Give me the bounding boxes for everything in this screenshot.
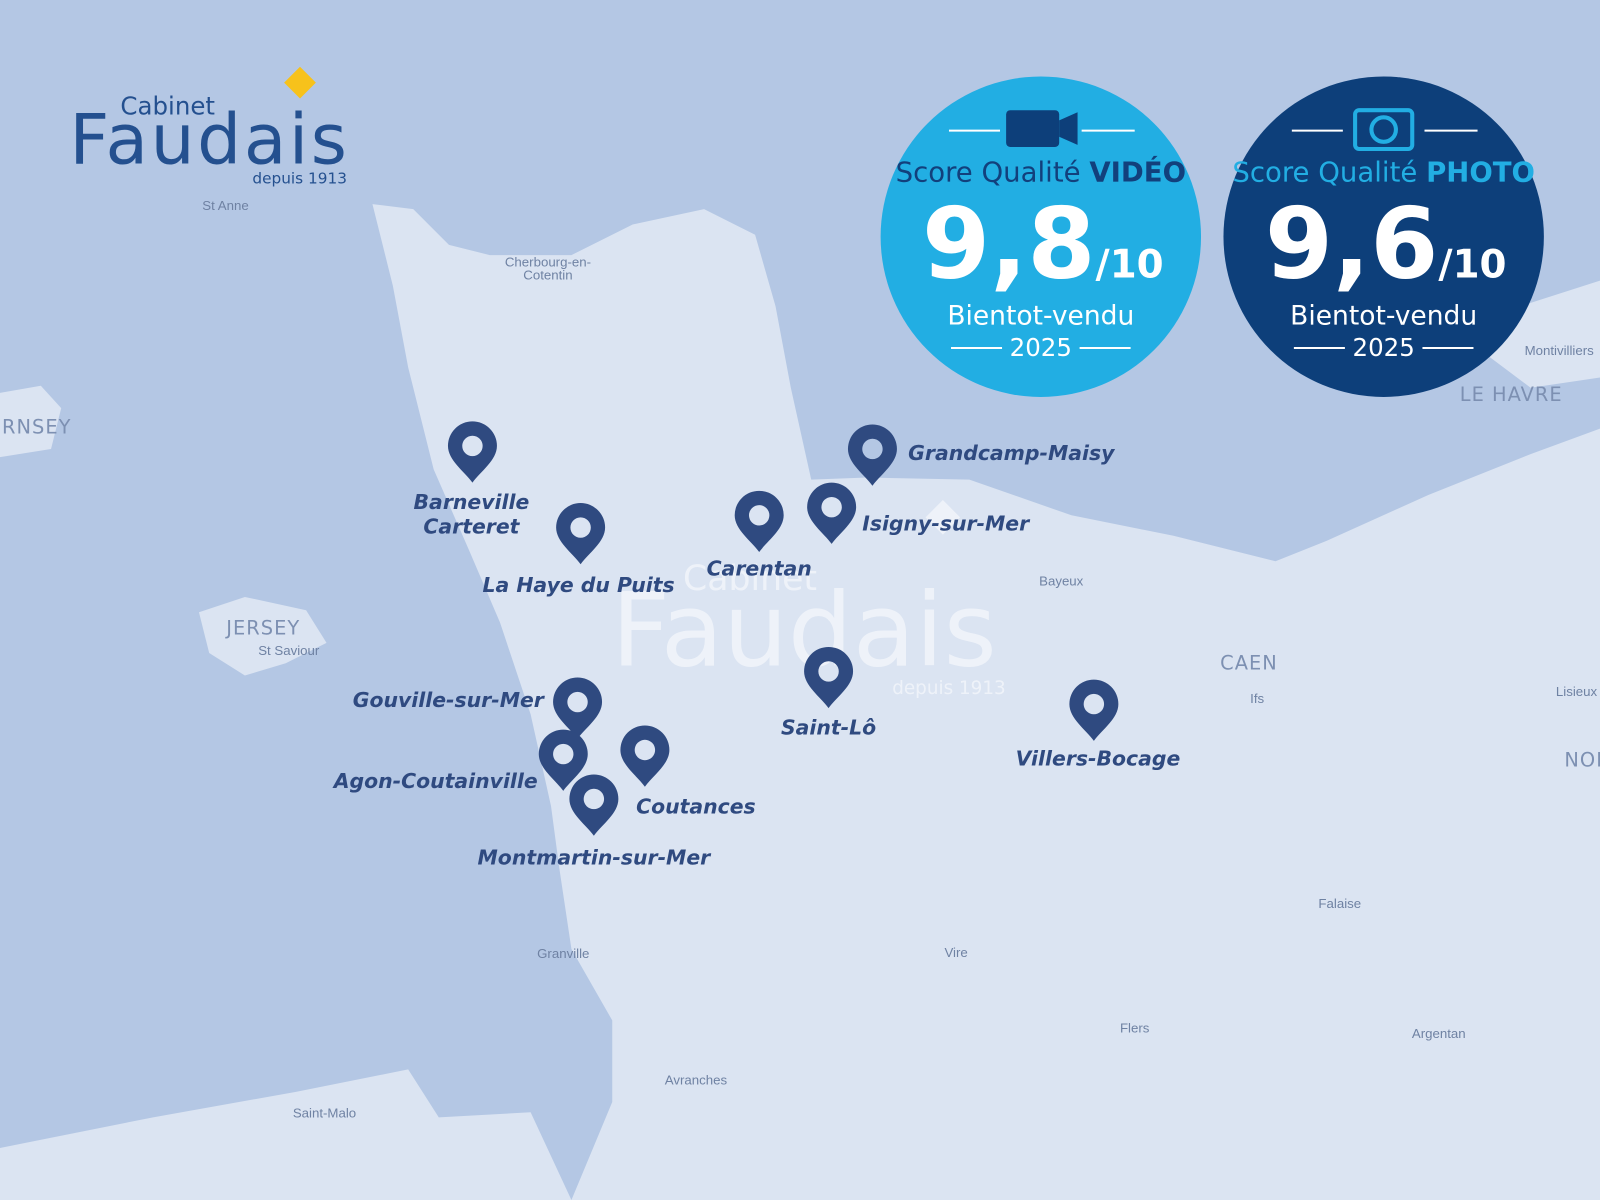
place-name: Carteret [423, 515, 520, 539]
watermark-top: Cabinet [683, 559, 817, 599]
logo-diamond [284, 66, 316, 99]
logo: Cabinet Faudais depuis 1913 [69, 66, 347, 188]
place-name: Carentan [707, 557, 812, 581]
place-name: Isigny-sur-Mer [862, 512, 1031, 536]
pin-marker [553, 677, 603, 739]
place-pin: La Haye du Puits [483, 503, 675, 597]
map-label: Montivilliers [1525, 343, 1595, 358]
pin-marker [556, 503, 606, 565]
map-labels: St Anne Cherbourg-en-Cotentin St Saviour Ba… [2, 198, 1600, 1120]
logo-top: Cabinet [120, 91, 215, 120]
pin-marker [734, 490, 784, 553]
map-label: Bayeux [1039, 574, 1084, 589]
map-label: Granville [537, 946, 589, 961]
badge-kind: VIDÉO [1089, 155, 1186, 189]
place-pin: Gouville-sur-Mer [353, 677, 603, 739]
watermark-name: Faudais [611, 571, 996, 690]
badge-year: 2025 [1353, 333, 1415, 362]
score-badge: Score Qualité VIDÉO9,8/10Bientot-vendu20… [880, 76, 1202, 397]
badge-kind: PHOTO [1426, 157, 1535, 189]
badge-circle [1223, 76, 1544, 397]
score-scale: /10 [1096, 243, 1164, 288]
place-pin: Montmartin-sur-Mer [478, 774, 713, 869]
place-name: Grandcamp-Maisy [908, 441, 1116, 465]
map-label: Flers [1120, 1021, 1150, 1036]
map-label-large: CAEN [1220, 651, 1278, 674]
badge-circle [880, 76, 1202, 397]
badge-label: Score Qualité [896, 157, 1081, 189]
badge-score: 9,8/10 [922, 188, 1164, 302]
place-name: La Haye du Puits [483, 573, 675, 597]
pin-marker [538, 729, 588, 791]
watermark-since: depuis 1913 [892, 678, 1005, 699]
map-label-large: RNSEY [2, 416, 71, 439]
land [372, 204, 1600, 1200]
badge-title: Score Qualité VIDÉO [896, 155, 1186, 189]
place-pin: Isigny-sur-Mer [807, 482, 1031, 544]
watermark-diamond [925, 500, 961, 535]
place-pin: Agon-Coutainville [332, 729, 588, 793]
map-label: St Saviour [258, 643, 320, 658]
badge-score: 9,6/10 [1265, 188, 1507, 302]
map-label: Argentan [1412, 1026, 1466, 1041]
pin-marker [804, 646, 854, 709]
map-label: Vire [944, 945, 967, 960]
place-pin: Carentan [707, 490, 812, 581]
badges: Score Qualité VIDÉO9,8/10Bientot-vendu20… [880, 76, 1544, 397]
badge-label: Score Qualité [1232, 157, 1417, 189]
pin-marker [447, 421, 497, 483]
place-pin: Villers-Bocage [1016, 679, 1181, 770]
badge-brand: Bientot-vendu [947, 300, 1134, 331]
jersey [198, 596, 327, 676]
map-label: Cotentin [523, 268, 572, 283]
place-name: Montmartin-sur-Mer [478, 845, 713, 869]
land-brittany [0, 1069, 572, 1200]
watermark: Cabinet Faudais depuis 1913 [611, 500, 1006, 699]
badge-title: Score Qualité PHOTO [1232, 157, 1535, 189]
logo-since: depuis 1913 [252, 170, 347, 188]
map-label-large: LE HAVRE [1460, 383, 1563, 406]
video-icon [1059, 112, 1078, 145]
place-name: Saint-Lô [781, 716, 876, 740]
map-label-large: JERSEY [225, 617, 300, 640]
video-icon [1006, 110, 1060, 147]
map-label: Falaise [1318, 896, 1361, 911]
map-label: Cherbourg-en- [505, 254, 591, 269]
photo-icon [1369, 115, 1398, 144]
pin-marker [807, 482, 857, 544]
pin-marker [620, 725, 670, 787]
place-name: Barneville [414, 490, 530, 514]
logo-name: Faudais [69, 100, 347, 180]
place-name: Gouville-sur-Mer [353, 688, 546, 712]
photo-icon [1353, 108, 1415, 152]
place-pin: Grandcamp-Maisy [847, 424, 1116, 486]
score-scale: /10 [1438, 243, 1506, 288]
badge-brand: Bientot-vendu [1290, 300, 1477, 331]
score-value: 9,6 [1265, 188, 1439, 302]
map-label-large: NOI [1564, 748, 1600, 771]
map-label: Lisieux [1556, 684, 1598, 699]
pin-marker [569, 774, 619, 836]
guernsey [0, 385, 62, 458]
place-pin: Coutances [620, 725, 756, 818]
pin-marker [1069, 679, 1119, 741]
place-name: Villers-Bocage [1016, 746, 1181, 770]
land-le-havre [1489, 280, 1600, 388]
map-label: Avranches [665, 1073, 728, 1088]
map-label: St Anne [202, 198, 248, 213]
badge-year: 2025 [1010, 333, 1072, 362]
place-name: Agon-Coutainville [332, 769, 538, 793]
score-value: 9,8 [922, 188, 1096, 302]
map-label: Ifs [1250, 691, 1264, 706]
place-pin: Saint-Lô [781, 646, 876, 740]
pin-marker [847, 424, 897, 486]
place-name: Coutances [636, 794, 756, 818]
map-label: Saint-Malo [293, 1105, 356, 1120]
score-badge: Score Qualité PHOTO9,6/10Bientot-vendu20… [1223, 76, 1544, 397]
